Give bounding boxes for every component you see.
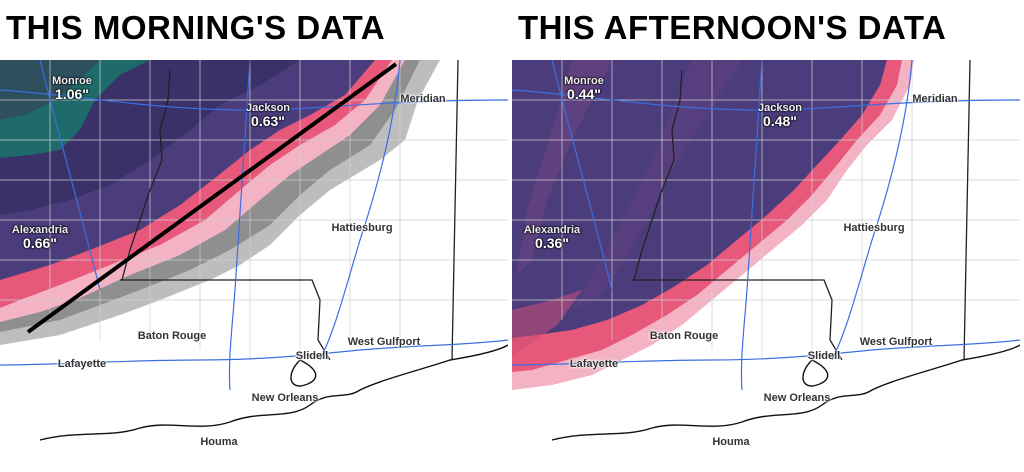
light-stripe [512,290,582,355]
city-monroe-value: 1.06" [55,86,89,103]
city-west-gulfport-name: West Gulfport [859,336,933,348]
city-hattiesburg: Hattiesburg [843,222,904,234]
city-monroe-name: Monroe [52,75,92,87]
morning-precip-map [0,60,508,441]
panel-divider [508,0,512,472]
city-alexandria-value: 0.66" [23,235,57,252]
roads [0,60,508,391]
city-houma-name: Houma [712,436,750,448]
city-new-orleans: New Orleans [764,392,831,404]
city-new-orleans: New Orleans [252,392,319,404]
city-jackson: Jackson 0.63" [246,102,290,129]
morning-title: THIS MORNING'S DATA [6,9,386,46]
city-houma: Houma [712,436,749,448]
city-alexandria: Alexandria 0.66" [12,224,68,251]
morning-panel: THIS MORNING'S DATA [0,0,508,472]
city-lafayette: Lafayette [570,358,618,370]
city-slidell-name: Slidell [807,350,841,362]
city-meridian: Meridian [912,93,957,105]
city-monroe-name: Monroe [564,75,604,87]
city-jackson-name: Jackson [245,102,291,114]
city-west-gulfport: West Gulfport [348,336,421,348]
city-lafayette: Lafayette [58,358,106,370]
city-houma: Houma [200,436,237,448]
afternoon-panel: THIS AFTERNOON'S DATA [512,0,1020,472]
city-alexandria: Alexandria 0.36" [524,224,580,251]
city-monroe: Monroe 0.44" [564,75,604,102]
coastline [39,344,508,441]
city-west-gulfport: West Gulfport [860,336,933,348]
city-monroe-value: 0.44" [567,86,601,103]
afternoon-precip-map [512,60,1020,441]
city-meridian-name: Meridian [912,93,958,105]
city-slidell-name: Slidell [295,350,329,362]
city-hattiesburg: Hattiesburg [331,222,392,234]
city-baton-rouge: Baton Rouge [138,330,206,342]
city-jackson-name: Jackson [757,102,803,114]
city-baton-rouge-name: Baton Rouge [137,330,207,342]
morning-boundary-line [26,62,398,334]
city-lafayette-name: Lafayette [57,358,107,370]
moderate-stripe-1 [572,60,742,310]
city-alexandria-name: Alexandria [523,224,581,236]
city-west-gulfport-name: West Gulfport [347,336,421,348]
city-baton-rouge-name: Baton Rouge [649,330,719,342]
city-alexandria-name: Alexandria [11,224,69,236]
city-jackson-value: 0.63" [251,113,285,130]
city-new-orleans-name: New Orleans [251,392,319,404]
city-jackson-value: 0.48" [763,113,797,130]
city-baton-rouge: Baton Rouge [650,330,718,342]
coastline [551,344,1020,441]
city-houma-name: Houma [200,436,238,448]
state-lines [120,60,459,361]
city-slidell: Slidell [808,350,840,362]
city-lafayette-name: Lafayette [569,358,619,370]
city-hattiesburg-name: Hattiesburg [843,222,905,234]
city-new-orleans-name: New Orleans [763,392,831,404]
city-jackson: Jackson 0.48" [758,102,802,129]
afternoon-precip-shading [512,60,914,390]
city-hattiesburg-name: Hattiesburg [331,222,393,234]
roads [512,60,1020,391]
state-lines [632,60,971,361]
afternoon-title: THIS AFTERNOON'S DATA [518,9,947,46]
city-meridian-name: Meridian [400,93,446,105]
city-meridian: Meridian [400,93,445,105]
moderate-stripe-2 [517,60,612,275]
city-alexandria-value: 0.36" [535,235,569,252]
county-lines [512,60,1020,360]
city-slidell: Slidell [296,350,328,362]
city-monroe: Monroe 1.06" [52,75,92,102]
